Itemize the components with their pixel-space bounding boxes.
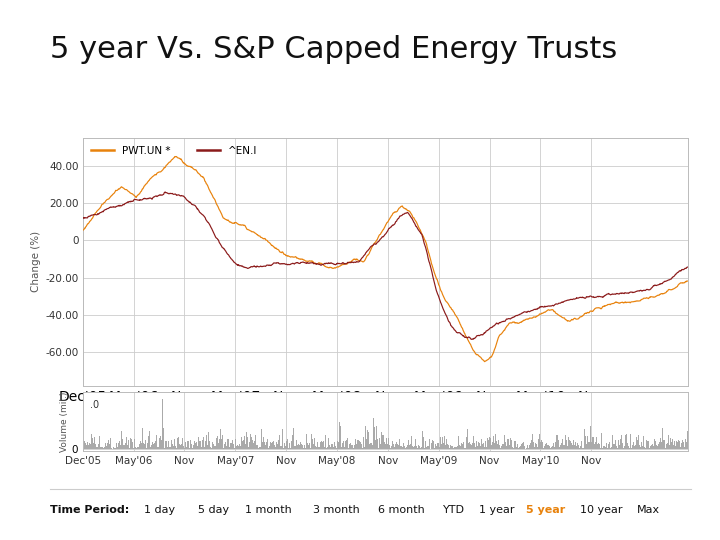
Text: 5 year: 5 year xyxy=(526,505,565,515)
Text: Time Period:: Time Period: xyxy=(50,505,130,515)
Text: 5 day: 5 day xyxy=(198,505,229,515)
Y-axis label: Change (%): Change (%) xyxy=(31,231,41,292)
Text: 5 year Vs. S&P Capped Energy Trusts: 5 year Vs. S&P Capped Energy Trusts xyxy=(50,35,618,64)
Text: Max: Max xyxy=(637,505,660,515)
Text: YTD: YTD xyxy=(443,505,465,515)
Text: 10 year: 10 year xyxy=(580,505,622,515)
Text: 1 year: 1 year xyxy=(479,505,514,515)
Text: 1 day: 1 day xyxy=(144,505,175,515)
Text: 6 month: 6 month xyxy=(378,505,425,515)
Y-axis label: Volume (mil.): Volume (mil.) xyxy=(60,391,68,451)
Text: 1 month: 1 month xyxy=(245,505,292,515)
Text: .0: .0 xyxy=(90,400,99,410)
Text: 3 month: 3 month xyxy=(313,505,360,515)
Legend: PWT.UN *, ^EN.I: PWT.UN *, ^EN.I xyxy=(88,143,261,159)
